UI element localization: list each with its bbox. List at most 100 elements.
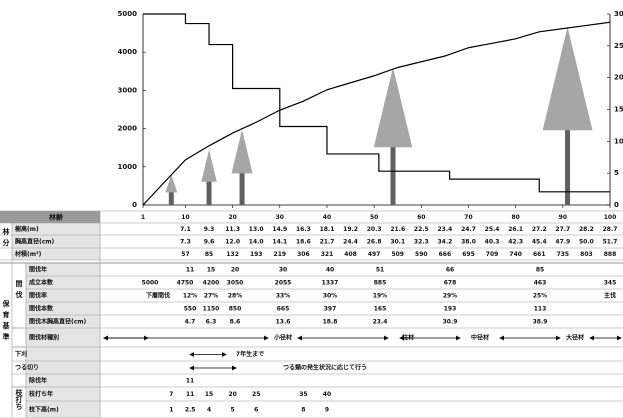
cell: 5000 [142,280,159,287]
cell: 7年生まで [236,350,264,358]
row-label: 間伐率 [29,292,47,300]
cell: 4200 [203,280,220,287]
cell: 30% [323,293,337,300]
x-tick-label: 80 [511,214,519,221]
cell: 7.3 [180,239,191,246]
cell: 20.3 [367,226,382,233]
cell: 695 [462,251,475,258]
cell: 34.2 [437,239,452,246]
cell: 1 [169,407,173,414]
x-tick-label: 100 [604,214,617,221]
row-label: つる切り [15,365,39,372]
row-label: 間伐材種別 [29,334,59,342]
x-tick-label: 60 [417,214,425,221]
cell: 12% [183,293,197,300]
cell: 40 [326,267,334,274]
y2-tick-label: 15 [614,106,623,114]
cell: 9.3 [204,226,215,233]
cell: 14.1 [272,239,287,246]
cell: 14.9 [272,226,287,233]
series-line [143,14,610,192]
cell: 113 [534,306,547,313]
cell: 27% [204,293,218,300]
cell: 3050 [227,280,244,287]
y2-tick-label: 0 [614,201,619,209]
row-label: 間伐年 [29,266,47,274]
cell: 小径材 [273,334,292,342]
cell: 24.7 [461,226,476,233]
cell: 30.1 [390,239,405,246]
cell: 33% [276,293,290,300]
y-tick-label: 0 [132,201,137,209]
cell: 665 [277,306,290,313]
group-label: 林分 [2,227,11,250]
cell: 28.7 [603,226,618,233]
y-tick-label: 2000 [118,125,138,133]
y-tick-label: 3000 [118,86,138,94]
cell: 51 [376,267,384,274]
cell: 219 [274,251,287,258]
cell: 40 [323,391,331,398]
cell: 11 [186,391,194,398]
x-tick-label: 20 [228,214,236,221]
cell: 2.5 [185,407,196,414]
row-label: 材積(m³) [14,250,42,258]
subgroup-label: 枝打ち [15,388,24,410]
cell: 27.2 [532,226,547,233]
row-label: 成立本数 [29,279,54,287]
cell: 497 [368,251,381,258]
row-label: 間伐本数 [29,305,54,313]
cell: 19.2 [343,226,358,233]
cell: 85 [205,251,213,258]
x-axis-title: 林齢 [49,213,64,222]
cell: 165 [374,306,387,313]
tree-trunk [207,180,212,205]
cell: 4 [207,407,211,414]
cell: 9.6 [204,239,215,246]
cell: 678 [444,280,457,287]
cell: 306 [297,251,310,258]
y-tick-label: 5000 [118,10,138,18]
cell: 740 [509,251,522,258]
cell: 16.3 [296,226,311,233]
cell: 2055 [275,280,292,287]
y2-tick-label: 20 [614,74,623,82]
cell: 30.9 [443,319,458,326]
y-tick-label: 4000 [118,48,138,56]
x-tick-label: 90 [559,214,567,221]
cell: 345 [604,280,617,287]
x-tick-label: 10 [181,214,189,221]
cell: 29% [443,293,457,300]
cell: 32.3 [414,239,429,246]
cell: 26.8 [367,239,382,246]
cell: 大径材 [566,334,584,342]
cell: 590 [415,251,428,258]
cell: 8 [301,407,305,414]
row-label: 間伐木胸高直径(cm) [29,318,87,326]
y-tick-label: 1000 [118,163,138,171]
row-label: 枝下高(m) [28,406,59,414]
tree-trunk [169,190,174,205]
cell: 66 [446,267,454,274]
cell: 1337 [322,280,339,287]
cell: 13.6 [276,319,291,326]
cell: 18.1 [320,226,335,233]
cell: 408 [344,251,357,258]
row-label: 下刈 [15,350,27,358]
cell: 30 [279,267,287,274]
x-tick-label: 40 [323,214,331,221]
cell: 11.3 [225,226,240,233]
y2-tick-label: 25 [614,42,623,50]
tree-crown [232,130,253,174]
cell: 22.5 [414,226,429,233]
cell: 28.2 [579,226,594,233]
cell: 11 [186,267,194,274]
x-tick-label: 50 [370,214,378,221]
cell: 15 [205,391,213,398]
cell: 主伐 [604,292,616,300]
cell: 888 [604,251,617,258]
cell: 38.9 [533,319,548,326]
x-tick-label: 70 [464,214,472,221]
tree-crown [374,67,413,147]
cell: 550 [184,306,197,313]
